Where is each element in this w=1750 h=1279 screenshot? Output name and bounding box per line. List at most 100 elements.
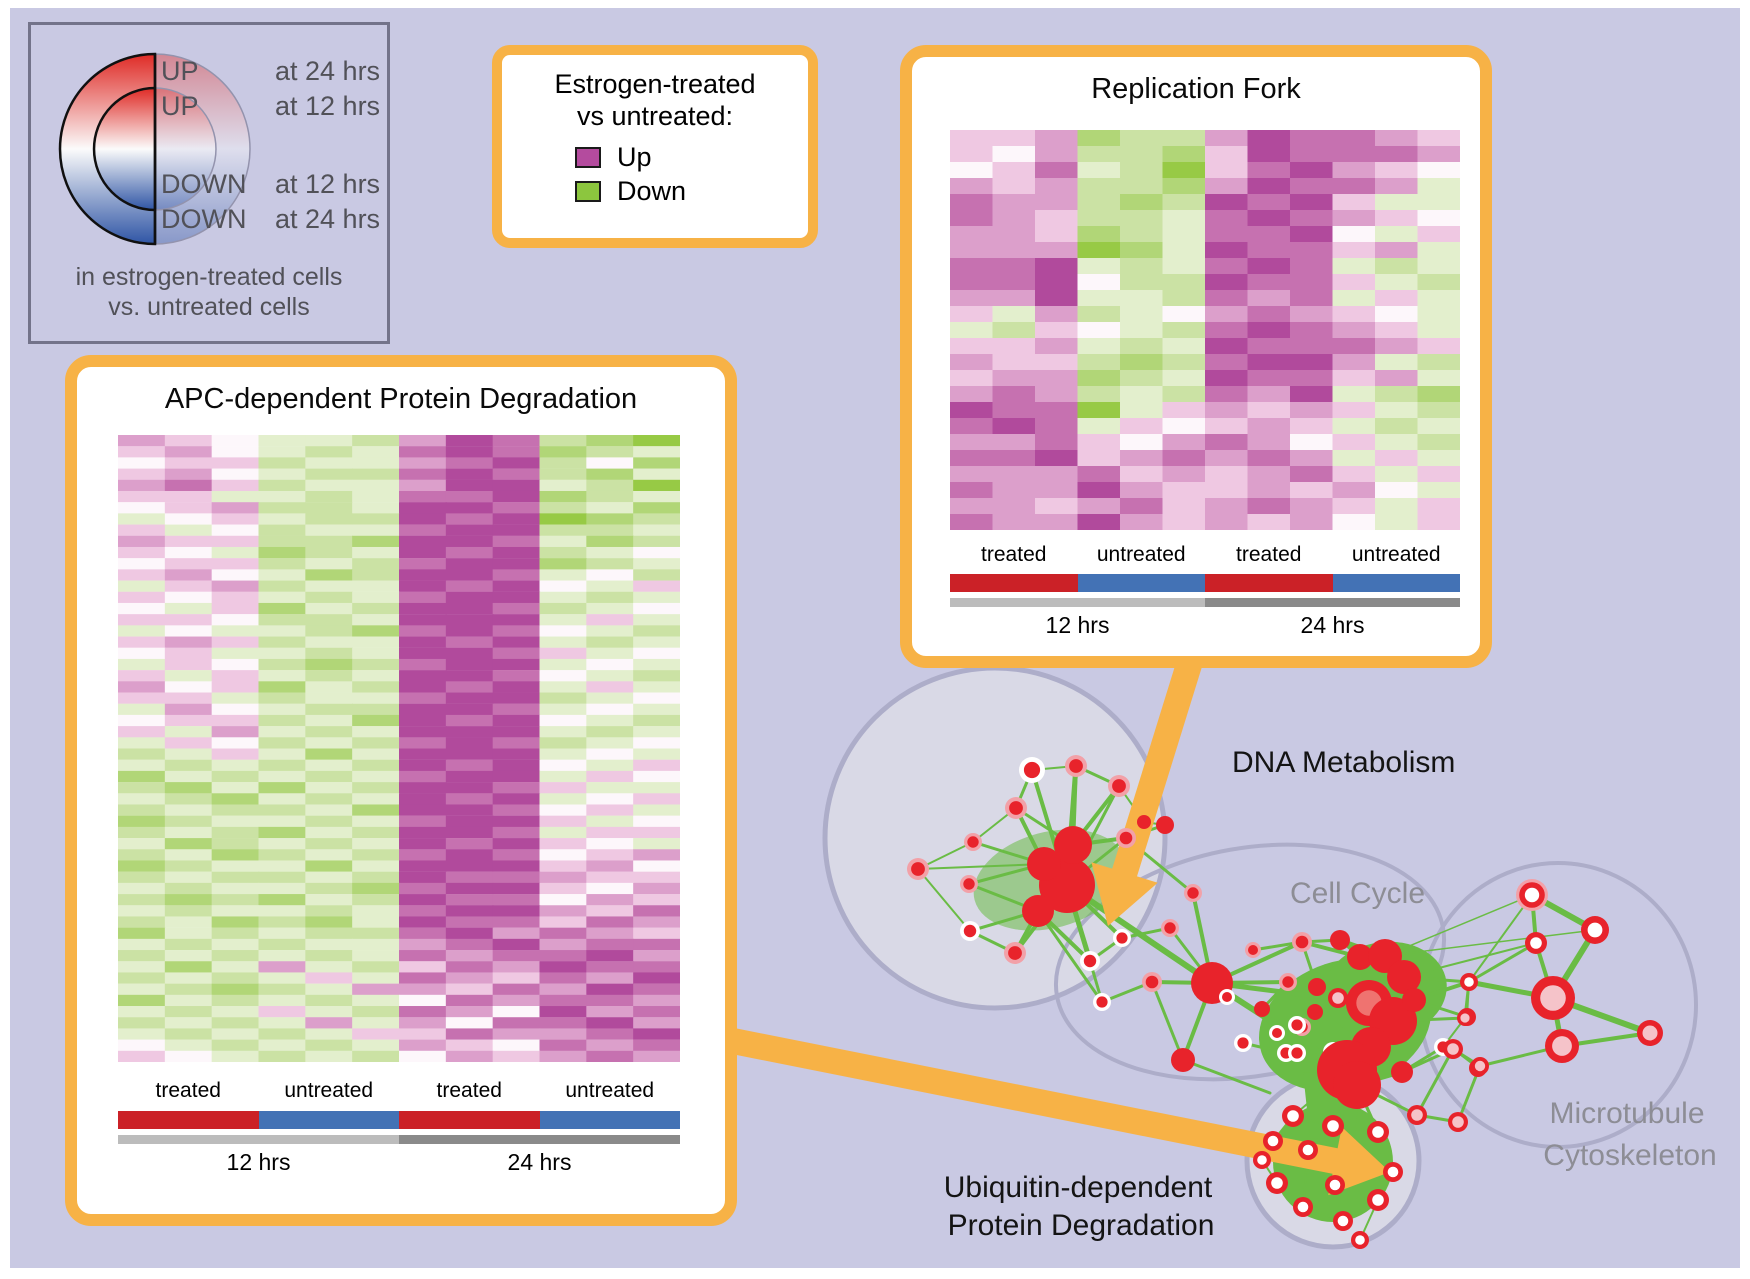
heatmap-cell (586, 446, 634, 458)
heatmap-cell (445, 658, 494, 671)
heatmap-cell (586, 658, 634, 671)
heatmap-cell (1035, 274, 1079, 291)
untreated-bar (258, 1111, 399, 1129)
heatmap-cell (1375, 162, 1419, 179)
heatmap-cell (399, 502, 447, 514)
heatmap-cell (1205, 338, 1249, 355)
heatmap-cell (118, 558, 166, 570)
heatmap-cell (633, 782, 680, 794)
heatmap-cell (211, 894, 260, 906)
heatmap-cell (211, 938, 260, 951)
heatmap-cell (258, 580, 307, 592)
heatmap-cell (586, 815, 634, 828)
heatmap-cell (539, 558, 588, 570)
heatmap-cell (258, 983, 307, 995)
heatmap-cell (1375, 466, 1419, 483)
heatmap-cell (305, 580, 353, 592)
heatmap-cell (1417, 146, 1460, 163)
untreated-bar (539, 1111, 680, 1129)
heatmap-cell (633, 681, 680, 693)
heatmap-cell (950, 178, 994, 195)
heatmap-cell (539, 961, 588, 973)
heatmap-cell (1035, 258, 1079, 275)
heatmap-cell (305, 815, 353, 828)
heatmap-cell (539, 502, 588, 514)
heatmap-cell (1035, 450, 1079, 467)
heatmap-cell (118, 1039, 166, 1051)
condition-label: treated (155, 1079, 221, 1102)
heatmap-cell (211, 714, 260, 727)
heatmap-cell (539, 916, 588, 928)
heatmap-cell (586, 670, 634, 682)
heatmap-cell (1375, 370, 1419, 387)
heatmap-cell (352, 804, 400, 816)
heatmap-cell (633, 950, 680, 962)
heatmap-cell (633, 636, 680, 648)
heatmap-cell (1077, 274, 1121, 291)
heatmap-cell (118, 804, 166, 816)
heatmap-cell (352, 983, 400, 995)
heatmap-cell (1247, 450, 1291, 467)
heatmap-cell (164, 625, 213, 637)
ring-time-label: at 12 hrs (275, 169, 380, 199)
heatmap-cell (164, 726, 213, 738)
heatmap-cell (1375, 386, 1419, 403)
heatmap-cell (950, 386, 994, 403)
heatmap-cell (539, 793, 588, 805)
heatmap-cell (164, 972, 213, 984)
heatmap-cell (164, 703, 213, 716)
condition-label: treated (981, 543, 1047, 566)
heatmap-cell (211, 726, 260, 738)
heatmap-cell (1035, 226, 1079, 243)
heatmap-cell (211, 703, 260, 716)
condition-label: untreated (284, 1079, 374, 1102)
heatmap-cell (633, 468, 680, 480)
heatmap-cell (305, 658, 353, 671)
heatmap-cell (118, 502, 166, 514)
heatmap-cell (258, 446, 307, 458)
heatmap-cell (633, 591, 680, 604)
heatmap-cell (492, 546, 541, 559)
heatmap-cell (305, 748, 353, 760)
heatmap-cell (258, 670, 307, 682)
heatmap-cell (1290, 354, 1334, 371)
heatmap-cell (1205, 514, 1249, 530)
heatmap-cell (1332, 386, 1376, 403)
heatmap-cell (352, 468, 400, 480)
heatmap-cell (539, 994, 588, 1007)
heatmap-cell (211, 524, 260, 536)
heatmap-cell (492, 1006, 541, 1018)
heatmap-cell (539, 826, 588, 839)
heatmap-cell (399, 435, 447, 447)
heatmap-cell (1417, 274, 1460, 291)
heatmap-cell (1247, 226, 1291, 243)
heatmap-cell (445, 535, 494, 548)
heatmap-cell (633, 838, 680, 850)
heatmap-cell (633, 602, 680, 615)
heatmap-cell (258, 905, 307, 917)
panel-title: Replication Fork (1091, 73, 1301, 105)
heatmap-cell (992, 146, 1036, 163)
heatmap-cell (1205, 178, 1249, 195)
heatmap-cell (1247, 322, 1291, 339)
heatmap-cell (258, 994, 307, 1007)
heatmap-cell (539, 905, 588, 917)
heatmap-cell (211, 782, 260, 794)
heatmap-cell (539, 658, 588, 671)
heatmap-cell (399, 636, 447, 648)
heatmap-cell (1205, 450, 1249, 467)
heatmap-cell (118, 602, 166, 615)
heatmap-cell (211, 759, 260, 772)
heatmap-cell (1375, 338, 1419, 355)
heatmap-cell (118, 714, 166, 727)
heatmap-cell (1290, 242, 1334, 259)
heatmap-cell (633, 446, 680, 458)
heatmap-cell (492, 703, 541, 716)
heatmap-cell (586, 625, 634, 637)
heatmap-cell (1332, 418, 1376, 435)
heatmap-cell (1120, 242, 1164, 259)
heatmap-cell (1332, 482, 1376, 499)
heatmap-cell (586, 524, 634, 536)
heatmap-cell (1290, 130, 1334, 147)
heatmap-cell (1375, 306, 1419, 323)
